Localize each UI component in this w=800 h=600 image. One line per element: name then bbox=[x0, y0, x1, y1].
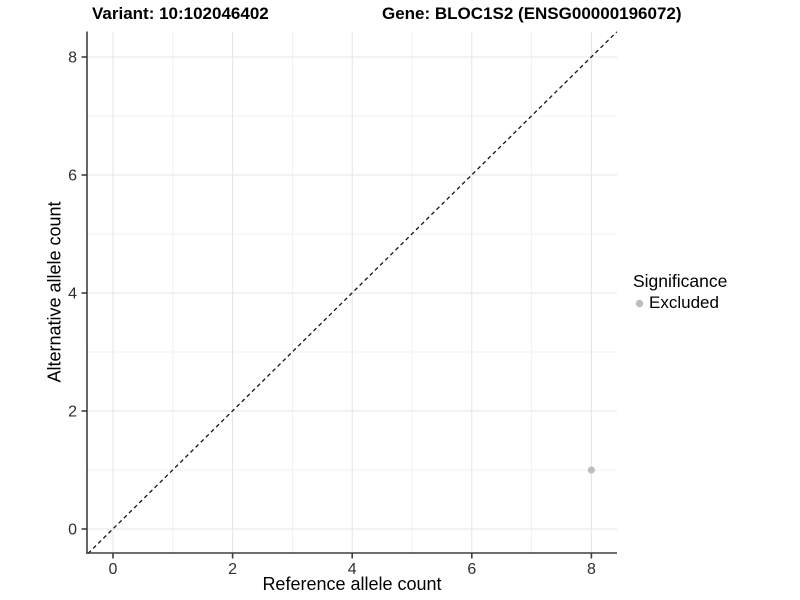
x-tick-label: 8 bbox=[587, 561, 596, 578]
tick-marks bbox=[81, 56, 593, 559]
y-tick-label: 0 bbox=[68, 522, 77, 539]
major-gridlines bbox=[87, 32, 617, 553]
identity-reference-line bbox=[87, 31, 618, 554]
title-gene: Gene: BLOC1S2 (ENSG00000196072) bbox=[382, 4, 682, 23]
legend-title: Significance bbox=[633, 271, 728, 291]
x-tick-labels: 0 2 4 6 8 bbox=[109, 561, 596, 578]
y-tick-labels: 0 2 4 6 8 bbox=[68, 50, 77, 539]
x-axis-title: Reference allele count bbox=[262, 574, 442, 594]
x-tick-label: 2 bbox=[228, 561, 237, 578]
title-variant: Variant: 10:102046402 bbox=[92, 4, 269, 23]
legend-entry-label: Excluded bbox=[649, 293, 719, 312]
x-tick-label: 6 bbox=[467, 561, 476, 578]
legend: Significance Excluded bbox=[632, 271, 727, 313]
legend-point-icon bbox=[635, 299, 644, 307]
x-tick-label: 4 bbox=[348, 561, 357, 578]
y-tick-label: 6 bbox=[68, 168, 77, 185]
y-tick-label: 4 bbox=[68, 286, 77, 303]
y-axis-title: Alternative allele count bbox=[44, 201, 65, 383]
x-tick-label: 0 bbox=[109, 561, 118, 578]
y-tick-label: 8 bbox=[68, 50, 77, 67]
legend-entry-excluded: Excluded bbox=[632, 293, 727, 313]
y-tick-label: 2 bbox=[68, 404, 77, 421]
data-point-excluded bbox=[587, 466, 596, 474]
